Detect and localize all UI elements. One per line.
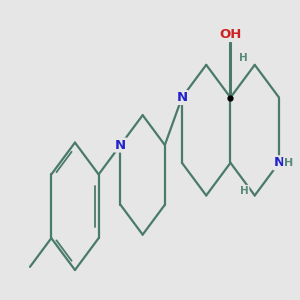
Text: N: N bbox=[115, 139, 126, 152]
Text: H: H bbox=[240, 186, 248, 196]
Text: H: H bbox=[239, 53, 248, 63]
Text: N: N bbox=[176, 91, 188, 104]
Text: N: N bbox=[273, 156, 285, 169]
Text: OH: OH bbox=[219, 28, 242, 41]
Text: H: H bbox=[284, 158, 293, 168]
